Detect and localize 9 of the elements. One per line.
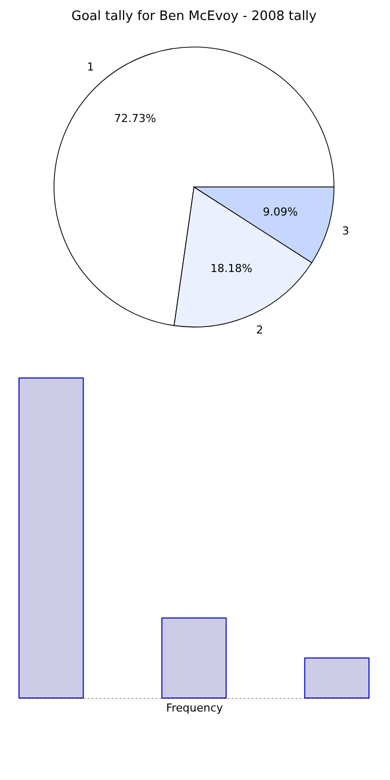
slice-label: 1 bbox=[87, 60, 94, 74]
pie-slice bbox=[54, 46, 334, 326]
data-label: 72.73% bbox=[114, 112, 156, 125]
slice-label: 3 bbox=[342, 224, 350, 238]
slice-label: 2 bbox=[256, 324, 264, 337]
data-label: 18.18% bbox=[210, 262, 252, 275]
x-axis-title: Frequency bbox=[166, 702, 224, 714]
data-label: 9.09% bbox=[262, 205, 298, 218]
chart-title: Goal tally for Ben McEvoy - 2008 tally bbox=[71, 9, 317, 24]
